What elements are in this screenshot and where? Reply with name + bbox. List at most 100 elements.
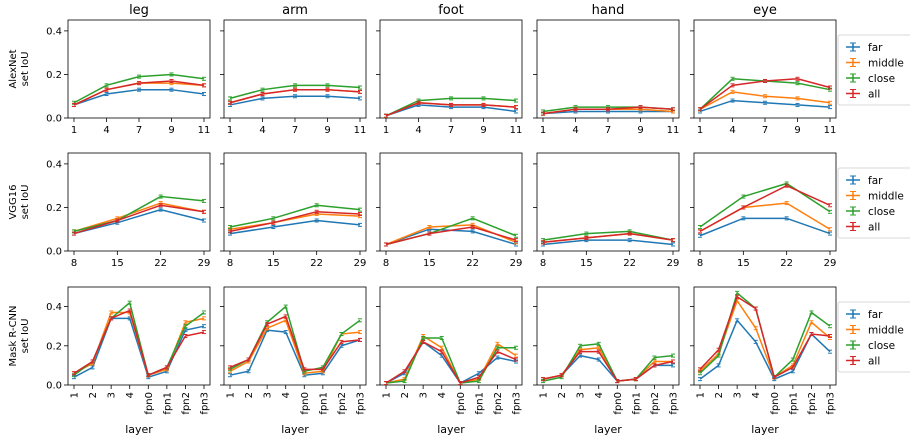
x-tick-label: fpn2 bbox=[650, 392, 661, 415]
x-tick-label: 7 bbox=[136, 125, 142, 136]
series-line-close bbox=[73, 73, 205, 104]
x-tick-label: 15 bbox=[737, 258, 750, 269]
x-tick-label: fpn0 bbox=[300, 392, 311, 415]
x-tick-label: 9 bbox=[794, 125, 800, 136]
series-line-all bbox=[73, 204, 205, 235]
x-tick-label: 2 bbox=[400, 392, 411, 398]
series-line-all bbox=[73, 309, 205, 377]
x-tick-label: 1 bbox=[383, 125, 389, 136]
plot-frame bbox=[379, 286, 523, 386]
x-tick-label: 29 bbox=[824, 258, 837, 269]
series-line-close bbox=[385, 337, 516, 384]
legend-box bbox=[837, 34, 910, 106]
x-tick-label: 29 bbox=[198, 258, 211, 269]
x-tick-label: 1 bbox=[540, 125, 546, 136]
y-tick-label: 0.2 bbox=[46, 341, 62, 352]
x-tick-label: 2 bbox=[88, 392, 99, 398]
series-line-far bbox=[699, 217, 831, 237]
series-line-far bbox=[229, 329, 361, 377]
x-tick-label: fpn3 bbox=[826, 392, 837, 415]
series-line-all bbox=[229, 211, 361, 233]
x-tick-label: 7 bbox=[448, 125, 454, 136]
y-tick-label: 0.2 bbox=[46, 203, 62, 214]
x-tick-label: 11 bbox=[824, 125, 837, 136]
plot-frame bbox=[67, 19, 211, 119]
x-tick-label: 11 bbox=[667, 125, 680, 136]
x-tick-label: fpn3 bbox=[512, 392, 523, 415]
x-tick-label: 1 bbox=[227, 125, 233, 136]
series-line-far bbox=[229, 219, 361, 235]
x-tick-label: 29 bbox=[354, 258, 367, 269]
x-tick-label: fpn1 bbox=[474, 392, 485, 415]
series-line-all bbox=[699, 184, 831, 233]
x-tick-label: fpn0 bbox=[456, 392, 467, 415]
series-line-far bbox=[229, 95, 361, 106]
x-tick-label: 4 bbox=[103, 125, 109, 136]
x-tick-label: 22 bbox=[623, 258, 636, 269]
plot-frame bbox=[536, 152, 680, 252]
x-tick-label: 8 bbox=[227, 258, 233, 269]
x-tick-label: 1 bbox=[70, 392, 81, 398]
x-tick-label: 9 bbox=[168, 125, 174, 136]
series-line-middle bbox=[699, 299, 831, 379]
x-tick-label: fpn2 bbox=[337, 392, 348, 415]
row-ylabel: set IoU bbox=[20, 52, 31, 87]
x-tick-label: 4 bbox=[259, 125, 265, 136]
series-line-all bbox=[229, 88, 361, 104]
x-tick-label: 7 bbox=[605, 125, 611, 136]
x-tick-label: 9 bbox=[324, 125, 330, 136]
column-title-leg: leg bbox=[129, 3, 149, 18]
x-axis-label: layer bbox=[281, 423, 309, 436]
legend-label-close: close bbox=[868, 73, 895, 85]
y-tick-label: 0.0 bbox=[46, 247, 62, 258]
x-tick-label: fpn1 bbox=[788, 392, 799, 415]
x-tick-label: fpn2 bbox=[181, 392, 192, 415]
plot-frame bbox=[536, 286, 680, 386]
x-tick-label: 2 bbox=[557, 392, 568, 398]
x-tick-label: fpn0 bbox=[770, 392, 781, 415]
series-line-all bbox=[542, 232, 674, 244]
x-tick-label: 3 bbox=[263, 392, 274, 398]
legend-label-all: all bbox=[868, 89, 880, 101]
y-tick-label: 0.4 bbox=[46, 159, 62, 170]
x-tick-label: 4 bbox=[594, 392, 605, 398]
x-tick-label: 11 bbox=[198, 125, 211, 136]
row-ylabel: Mask R-CNN bbox=[8, 305, 19, 366]
x-tick-label: fpn0 bbox=[613, 392, 624, 415]
x-tick-label: 11 bbox=[354, 125, 367, 136]
x-tick-label: 1 bbox=[696, 392, 707, 398]
x-tick-label: 3 bbox=[733, 392, 744, 398]
x-tick-label: 29 bbox=[510, 258, 523, 269]
series-line-far bbox=[385, 340, 517, 385]
legend-label-far: far bbox=[868, 42, 883, 54]
x-tick-label: 4 bbox=[572, 125, 578, 136]
x-tick-label: 1 bbox=[697, 125, 703, 136]
series-line-middle bbox=[385, 334, 517, 384]
x-tick-label: 1 bbox=[539, 392, 550, 398]
legend-label-far: far bbox=[868, 175, 883, 187]
series-line-close bbox=[229, 204, 361, 228]
x-tick-label: 15 bbox=[580, 258, 593, 269]
series-line-close bbox=[73, 195, 205, 233]
x-tick-label: 15 bbox=[267, 258, 280, 269]
column-title-hand: hand bbox=[592, 3, 625, 18]
x-tick-label: 22 bbox=[154, 258, 167, 269]
x-tick-label: fpn1 bbox=[162, 392, 173, 415]
x-tick-label: fpn3 bbox=[669, 392, 680, 415]
x-tick-label: fpn1 bbox=[318, 392, 329, 415]
column-title-arm: arm bbox=[282, 3, 308, 18]
series-line-far bbox=[699, 99, 831, 113]
x-tick-label: 4 bbox=[729, 125, 735, 136]
series-line-all bbox=[73, 80, 205, 106]
legend-label-far: far bbox=[868, 309, 883, 321]
x-tick-label: 8 bbox=[540, 258, 546, 269]
x-tick-label: 4 bbox=[415, 125, 421, 136]
x-tick-label: 2 bbox=[714, 392, 725, 398]
series-line-close bbox=[699, 182, 831, 228]
y-tick-label: 0.2 bbox=[46, 70, 62, 81]
x-tick-label: 7 bbox=[292, 125, 298, 136]
x-tick-label: 9 bbox=[637, 125, 643, 136]
y-tick-label: 0.4 bbox=[46, 26, 62, 37]
series-line-middle bbox=[73, 82, 205, 106]
series-line-all bbox=[385, 226, 517, 246]
